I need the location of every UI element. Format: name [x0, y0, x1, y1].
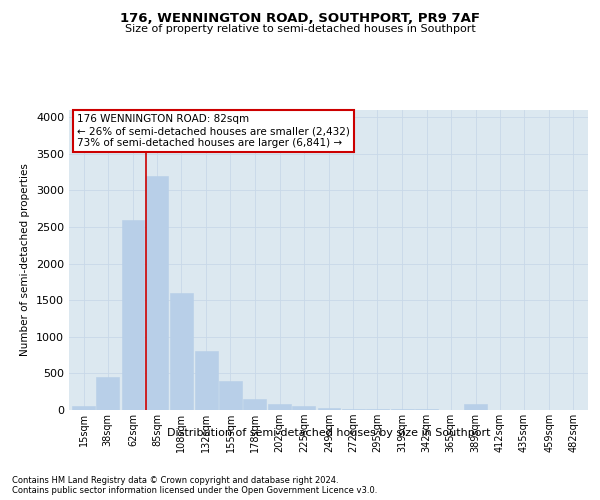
- Bar: [268, 404, 291, 410]
- Bar: [366, 409, 389, 410]
- Bar: [146, 176, 169, 410]
- Bar: [73, 406, 95, 410]
- Bar: [122, 220, 145, 410]
- Bar: [170, 293, 193, 410]
- Text: Size of property relative to semi-detached houses in Southport: Size of property relative to semi-detach…: [125, 24, 475, 34]
- Bar: [243, 399, 266, 410]
- Bar: [97, 377, 119, 410]
- Text: Distribution of semi-detached houses by size in Southport: Distribution of semi-detached houses by …: [167, 428, 491, 438]
- Text: 176 WENNINGTON ROAD: 82sqm
← 26% of semi-detached houses are smaller (2,432)
73%: 176 WENNINGTON ROAD: 82sqm ← 26% of semi…: [77, 114, 350, 148]
- Bar: [292, 406, 315, 410]
- Text: Contains HM Land Registry data © Crown copyright and database right 2024.: Contains HM Land Registry data © Crown c…: [12, 476, 338, 485]
- Bar: [464, 404, 487, 410]
- Y-axis label: Number of semi-detached properties: Number of semi-detached properties: [20, 164, 31, 356]
- Text: Contains public sector information licensed under the Open Government Licence v3: Contains public sector information licen…: [12, 486, 377, 495]
- Text: 176, WENNINGTON ROAD, SOUTHPORT, PR9 7AF: 176, WENNINGTON ROAD, SOUTHPORT, PR9 7AF: [120, 12, 480, 26]
- Bar: [195, 352, 218, 410]
- Bar: [342, 408, 365, 410]
- Bar: [219, 380, 242, 410]
- Bar: [317, 408, 340, 410]
